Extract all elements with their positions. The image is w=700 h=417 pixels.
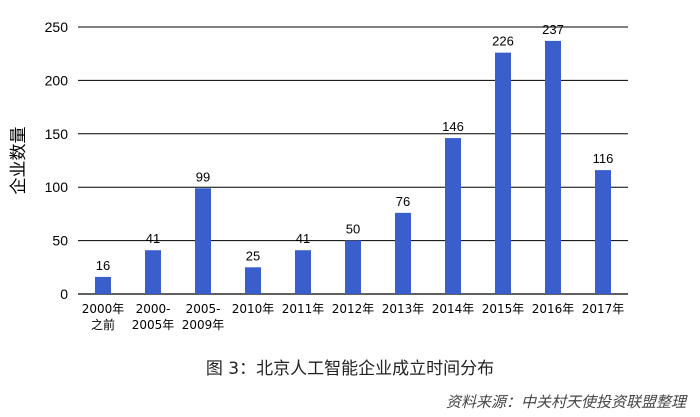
x-tick-label: 2013年 bbox=[382, 302, 425, 316]
x-tick-label: 2000-2005年 bbox=[132, 302, 175, 332]
bar bbox=[195, 188, 211, 294]
x-tick-label: 2005-2009年 bbox=[182, 302, 225, 332]
data-label: 99 bbox=[196, 169, 210, 184]
bar bbox=[495, 52, 511, 294]
y-tick-label: 50 bbox=[52, 233, 68, 249]
bar bbox=[345, 240, 361, 294]
x-tick-label: 2012年 bbox=[332, 302, 375, 316]
bar bbox=[595, 170, 611, 294]
data-label: 226 bbox=[492, 34, 514, 49]
y-tick-label: 150 bbox=[45, 126, 69, 142]
y-tick-label: 100 bbox=[45, 179, 69, 195]
bar-chart: 0 50 100 150 200 250 企业数量 16 2000年之前 41 2000-2005年… bbox=[9, 19, 628, 332]
data-label: 50 bbox=[346, 222, 360, 237]
bar bbox=[145, 250, 161, 294]
data-label: 146 bbox=[442, 119, 464, 134]
bar bbox=[445, 138, 461, 294]
y-axis-title: 企业数量 bbox=[9, 127, 29, 195]
x-tick-label: 2015年 bbox=[482, 302, 525, 316]
x-tick-label: 2016年 bbox=[532, 302, 575, 316]
bar bbox=[245, 267, 261, 294]
bar bbox=[95, 276, 111, 294]
data-label: 237 bbox=[542, 22, 564, 37]
data-label: 41 bbox=[296, 231, 310, 246]
source-note: 资料来源：中关村天使投资联盟整理 bbox=[445, 393, 686, 411]
bar bbox=[395, 212, 411, 294]
data-label: 25 bbox=[246, 248, 260, 263]
x-tick-label: 2014年 bbox=[432, 302, 475, 316]
bar bbox=[545, 40, 561, 294]
x-tick-label: 2011年 bbox=[282, 302, 325, 316]
data-label: 41 bbox=[146, 231, 160, 246]
y-tick-label: 250 bbox=[45, 19, 69, 35]
data-label: 16 bbox=[96, 258, 110, 273]
data-label: 116 bbox=[593, 151, 614, 166]
figure-caption: 图 3：北京人工智能企业成立时间分布 bbox=[205, 359, 495, 379]
x-tick-label: 2010年 bbox=[232, 302, 275, 316]
data-label: 76 bbox=[396, 194, 410, 209]
y-tick-label: 0 bbox=[60, 286, 68, 302]
x-tick-label: 2000年之前 bbox=[82, 302, 125, 332]
x-tick-label: 2017年 bbox=[582, 302, 625, 316]
y-tick-label: 200 bbox=[45, 72, 69, 88]
bar bbox=[295, 250, 311, 294]
